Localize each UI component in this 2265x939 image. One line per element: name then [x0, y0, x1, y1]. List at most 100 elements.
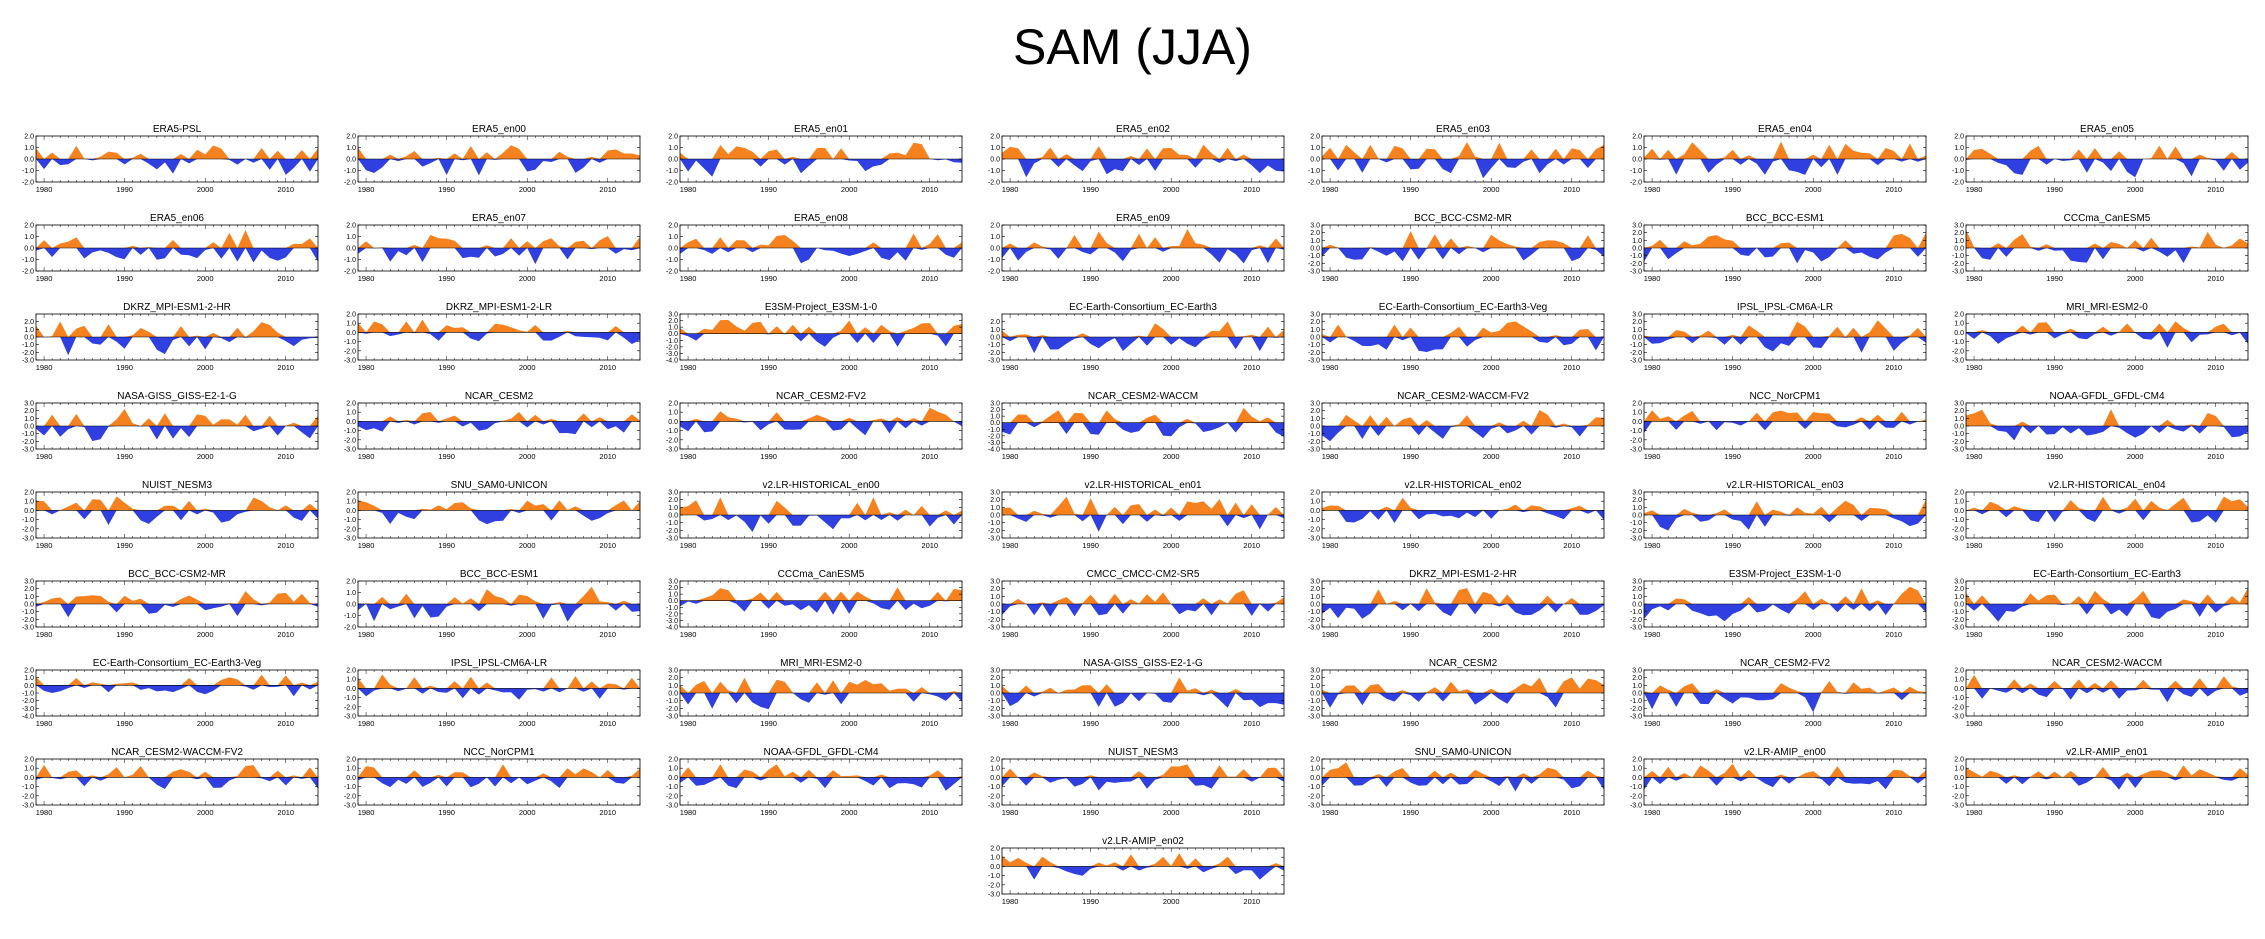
y-tick-label: 1.0 — [668, 505, 678, 512]
y-tick-label: -1.0 — [1630, 342, 1642, 349]
x-tick-label: 1990 — [760, 363, 777, 372]
y-tick-label: 1.0 — [1632, 766, 1642, 773]
negative-area — [358, 159, 640, 176]
negative-area — [358, 248, 640, 265]
y-tick-label: -1.0 — [344, 613, 356, 620]
y-tick-label: 2.0 — [346, 668, 356, 675]
positive-area — [1966, 587, 2248, 604]
y-tick-label: 3.0 — [1310, 223, 1320, 230]
positive-area — [36, 764, 318, 778]
negative-area — [1644, 337, 1926, 353]
panel-32: v2.LR-HISTORICAL_en01 3.02.01.00.0-1.0-2.… — [988, 480, 1285, 550]
x-tick-label: 2010 — [921, 274, 938, 283]
panel-49: NCAR_CESM2-WACCM 2.0 1.0 0.0 -1.0 -2.0 -3.0198… — [1952, 658, 2249, 728]
y-tick-label: -2.0 — [22, 617, 34, 624]
x-tick-label: 1990 — [116, 363, 133, 372]
panel-45: MRI_MRI-ESM2-03.02.01.00.0-1.0-2.0-3.019… — [666, 658, 963, 728]
y-tick-label: -3.0 — [344, 803, 356, 810]
negative-area — [1002, 604, 1284, 617]
x-tick-label: 1980 — [1322, 452, 1339, 461]
y-tick-label: -1.0 — [1630, 784, 1642, 791]
y-tick-label: 0.0 — [1310, 335, 1320, 342]
positive-area — [1322, 410, 1604, 426]
x-tick-label: 1980 — [1322, 363, 1339, 372]
y-tick-label: -3.0 — [22, 625, 34, 632]
panel-title: NCAR_CESM2-FV2 — [1740, 658, 1830, 669]
y-tick-label: 1.0 — [24, 675, 34, 682]
panel-title: IPSL_IPSL-CM6A-LR — [451, 658, 547, 669]
panel-title: NCAR_CESM2 — [465, 391, 534, 402]
y-tick-label: 0.0 — [1310, 508, 1320, 515]
negative-area — [1002, 693, 1284, 708]
negative-area — [1644, 159, 1926, 175]
x-tick-label: 1980 — [1002, 363, 1019, 372]
x-tick-label: 1980 — [1322, 719, 1339, 728]
y-tick-label: 3.0 — [1954, 223, 1964, 230]
positive-area — [36, 591, 318, 604]
y-tick-label: 0.0 — [1632, 335, 1642, 342]
panel-title: ERA5_en08 — [794, 213, 848, 224]
x-tick-label: 2000 — [519, 185, 536, 194]
x-tick-label: 2010 — [1243, 274, 1260, 283]
x-tick-label: 2000 — [841, 630, 858, 639]
plot-frame — [357, 669, 641, 717]
y-tick-label: -3.0 — [1952, 536, 1964, 543]
x-tick-label: 2010 — [1243, 452, 1260, 461]
x-tick-label: 1980 — [1644, 719, 1661, 728]
y-tick-label: -2.0 — [1308, 706, 1320, 713]
negative-area — [358, 777, 640, 788]
y-tick-label: -1.0 — [1952, 253, 1964, 260]
y-tick-label: 3.0 — [1954, 401, 1964, 408]
y-tick-label: 2.0 — [1954, 408, 1964, 415]
panel-38: CCCma_CanESM5 3.02.01.00.0-1.0-2.0-3.0-4.… — [666, 569, 963, 639]
y-tick-label: 1.0 — [990, 327, 1000, 334]
negative-area — [1966, 248, 2248, 263]
x-tick-label: 1980 — [1966, 452, 1983, 461]
x-tick-label: 2000 — [1805, 185, 1822, 194]
x-tick-label: 1990 — [1724, 274, 1741, 283]
y-tick-label: 1.0 — [346, 499, 356, 506]
x-tick-label: 1980 — [1966, 719, 1983, 728]
y-tick-label: -2.0 — [22, 439, 34, 446]
y-tick-label: 0.0 — [24, 775, 34, 782]
positive-area — [358, 500, 640, 511]
y-tick-label: -3.0 — [1630, 625, 1642, 632]
x-tick-label: 1990 — [1724, 363, 1741, 372]
x-tick-label: 1990 — [760, 452, 777, 461]
y-tick-label: -1.0 — [1952, 168, 1964, 175]
y-tick-label: 2.0 — [1954, 757, 1964, 764]
plot-frame — [1965, 669, 2249, 717]
y-tick-label: -3.0 — [344, 536, 356, 543]
panel-title: DKRZ_MPI-ESM1-2-LR — [446, 302, 552, 313]
negative-area — [680, 777, 962, 791]
x-tick-label: 2000 — [1483, 452, 1500, 461]
y-tick-label: -3.0 — [988, 536, 1000, 543]
x-tick-label: 2010 — [1885, 719, 1902, 728]
x-tick-label: 1990 — [760, 185, 777, 194]
plot-frame — [357, 402, 641, 450]
y-tick-label: -1.0 — [344, 517, 356, 524]
panel-title: ERA5_en06 — [150, 213, 204, 224]
positive-area — [680, 142, 962, 159]
y-tick-label: 1.0 — [1310, 499, 1320, 506]
x-tick-label: 1990 — [1402, 630, 1419, 639]
x-tick-label: 2000 — [519, 630, 536, 639]
x-tick-label: 2000 — [841, 452, 858, 461]
x-tick-label: 1980 — [358, 274, 375, 283]
plot-frame — [1001, 402, 1285, 450]
x-tick-label: 1990 — [438, 541, 455, 550]
y-tick-label: 1.0 — [346, 677, 356, 684]
positive-area — [1002, 764, 1284, 778]
x-tick-label: 2010 — [921, 185, 938, 194]
y-tick-label: 1.0 — [668, 592, 678, 599]
y-tick-label: -2.0 — [1630, 706, 1642, 713]
y-tick-label: 2.0 — [1310, 408, 1320, 415]
panel-title: v2.LR-AMIP_en00 — [1744, 747, 1826, 758]
plot-frame — [357, 758, 641, 806]
negative-area — [36, 159, 318, 175]
